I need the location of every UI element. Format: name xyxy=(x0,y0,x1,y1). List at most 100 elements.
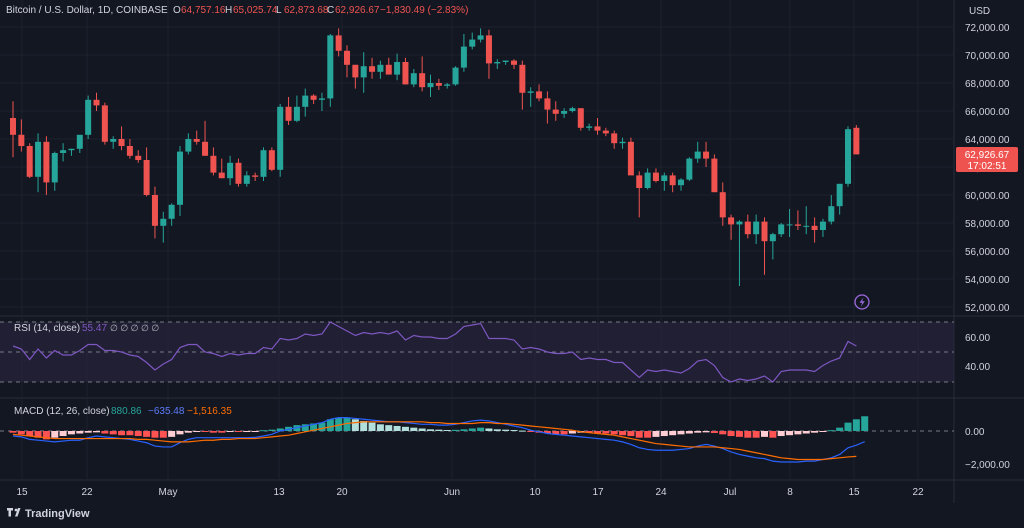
candle xyxy=(460,34,467,72)
candle xyxy=(193,130,200,145)
candle xyxy=(68,148,75,156)
macd-histogram-bar xyxy=(410,427,418,431)
candle xyxy=(302,88,309,117)
rsi-label: RSI (14, close) xyxy=(14,323,80,334)
candle xyxy=(202,120,209,156)
rsi-tick-60: 60.00 xyxy=(965,333,990,344)
price-tick: 58,000.00 xyxy=(965,219,1010,230)
lightning-icon[interactable] xyxy=(854,294,870,310)
candle xyxy=(35,133,42,193)
change-value: −1,830.49 (−2.83%) xyxy=(380,5,468,16)
brand-name: TradingView xyxy=(25,508,90,520)
tradingview-logo[interactable] xyxy=(7,508,21,517)
candle xyxy=(452,66,459,86)
candle xyxy=(703,141,710,167)
macd-histogram-bar xyxy=(343,417,351,431)
open-label: O xyxy=(173,5,181,16)
price-tick: 72,000.00 xyxy=(965,23,1010,34)
candle xyxy=(335,28,342,57)
candle xyxy=(728,214,735,240)
time-tick: 10 xyxy=(529,487,541,498)
candle xyxy=(394,53,401,81)
candle xyxy=(519,60,526,110)
macd-signal-value: −1,516.35 xyxy=(187,406,232,417)
candle xyxy=(76,134,83,153)
macd-histogram-bar xyxy=(34,431,42,438)
macd-histogram-bar xyxy=(827,430,835,432)
macd-tick-neg2000: −2,000.00 xyxy=(965,460,1010,471)
rsi-tick-40: 40.00 xyxy=(965,362,990,373)
candle xyxy=(444,83,451,89)
macd-histogram-bar xyxy=(168,431,176,437)
macd-histogram-bar xyxy=(151,431,159,438)
last-price-countdown: 17:02:51 xyxy=(968,161,1007,172)
candle xyxy=(586,123,593,131)
time-tick: 15 xyxy=(848,487,860,498)
candle xyxy=(561,108,568,118)
candle xyxy=(552,101,559,121)
candle xyxy=(293,95,300,123)
candle xyxy=(227,155,234,186)
rsi-value: 55.47 xyxy=(82,323,107,334)
candle xyxy=(485,29,492,79)
candle xyxy=(352,64,359,89)
time-tick: Jul xyxy=(724,487,737,498)
macd-histogram-bar xyxy=(627,431,635,437)
candle xyxy=(803,206,810,235)
macd-histogram-bar xyxy=(243,431,251,432)
candle xyxy=(494,59,501,69)
macd-histogram-bar xyxy=(193,431,201,432)
price-tick: 56,000.00 xyxy=(965,247,1010,258)
candle xyxy=(243,171,250,187)
price-tick: 60,000.00 xyxy=(965,191,1010,202)
macd-histogram-bar xyxy=(26,431,34,437)
currency-label[interactable]: USD xyxy=(969,6,990,17)
macd-histogram-bar xyxy=(485,428,493,431)
candle xyxy=(719,182,726,226)
macd-histogram-bar xyxy=(660,431,668,437)
candle xyxy=(636,171,643,218)
macd-histogram-bar xyxy=(861,416,869,431)
macd xyxy=(0,416,954,463)
candle xyxy=(185,133,192,155)
candle xyxy=(344,45,350,78)
candle xyxy=(85,95,92,139)
macd-histogram-bar xyxy=(619,431,627,436)
candle xyxy=(177,146,183,216)
candle xyxy=(210,147,217,176)
macd-histogram-bar xyxy=(176,431,184,435)
macd-histogram-bar xyxy=(326,419,334,431)
price-axis: 72,000.00 70,000.00 68,000.00 66,000.00 64,0… xyxy=(965,23,1010,314)
candle xyxy=(502,60,509,65)
macd-histogram-bar xyxy=(360,420,368,431)
macd-histogram-bar xyxy=(644,431,652,438)
candle xyxy=(435,78,442,90)
macd-histogram-bar xyxy=(351,419,359,431)
candle xyxy=(310,94,317,104)
signal-line xyxy=(12,421,857,461)
candle xyxy=(761,217,768,275)
candle xyxy=(477,28,484,43)
candle xyxy=(661,172,668,191)
macd-histogram-bar xyxy=(51,431,59,438)
macd-histogram-bar xyxy=(669,431,677,436)
candle xyxy=(160,211,167,243)
rsi-extras: ∅ ∅ ∅ ∅ ∅ xyxy=(110,323,159,333)
macd-histogram-bar xyxy=(594,431,601,434)
macd-histogram-bar xyxy=(159,431,167,438)
open-value: 64,757.16 xyxy=(181,5,226,16)
macd-histogram-bar xyxy=(510,429,518,431)
macd-histogram-bar xyxy=(76,431,84,434)
macd-histogram-bar xyxy=(761,431,768,437)
price-tick: 66,000.00 xyxy=(965,107,1010,118)
macd-histogram-bar xyxy=(777,431,785,437)
macd-histogram-bar xyxy=(852,419,860,431)
price-tick: 70,000.00 xyxy=(965,51,1010,62)
macd-histogram-bar xyxy=(735,431,743,437)
candle xyxy=(644,168,651,190)
candle xyxy=(93,92,100,111)
candle xyxy=(218,158,225,179)
